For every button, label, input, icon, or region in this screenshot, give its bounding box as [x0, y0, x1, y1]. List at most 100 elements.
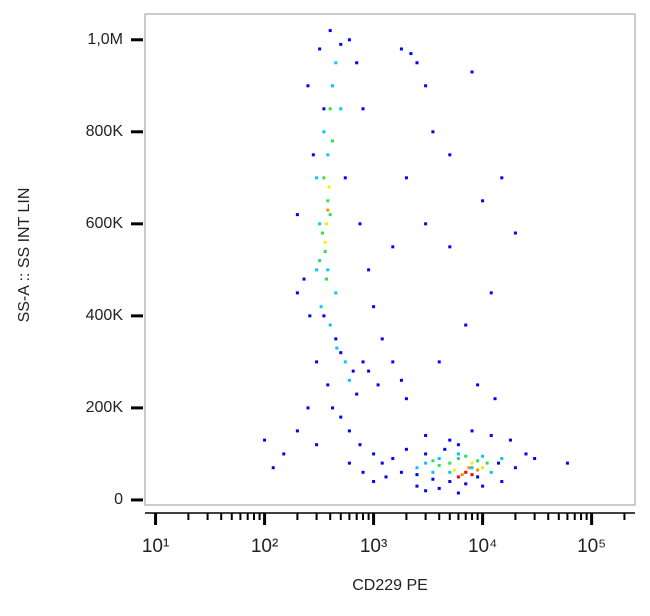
data-point: [460, 473, 464, 477]
data-point: [424, 84, 428, 88]
data-point: [306, 84, 310, 88]
data-point: [351, 369, 355, 373]
data-point: [355, 61, 359, 65]
y-tick-label: 200K: [86, 399, 124, 416]
data-point: [489, 470, 493, 474]
data-point: [448, 480, 452, 484]
data-point: [464, 454, 468, 458]
data-point: [456, 457, 460, 461]
data-point: [335, 346, 339, 350]
data-point: [347, 461, 351, 465]
data-point: [367, 369, 371, 373]
data-point: [424, 222, 428, 226]
data-point: [513, 466, 517, 470]
data-point: [476, 468, 480, 472]
plot-frame: [144, 13, 636, 506]
data-point: [302, 277, 306, 281]
data-point: [508, 438, 512, 442]
data-point: [361, 470, 365, 474]
x-tick-label: 10²: [251, 536, 278, 557]
data-point: [339, 42, 343, 46]
data-point: [431, 459, 435, 463]
data-point: [443, 447, 447, 451]
data-point: [437, 360, 441, 364]
data-point: [391, 245, 395, 249]
data-point: [456, 475, 460, 479]
data-point: [533, 457, 537, 461]
data-point: [431, 470, 435, 474]
data-point: [315, 268, 319, 272]
data-point: [404, 176, 408, 180]
data-point: [481, 199, 485, 203]
data-point: [424, 489, 428, 493]
data-point: [325, 277, 329, 281]
data-point: [404, 397, 408, 401]
data-point: [437, 457, 441, 461]
data-point: [263, 438, 267, 442]
data-point: [315, 443, 319, 447]
data-point: [470, 429, 474, 433]
data-point: [500, 480, 504, 484]
data-point: [476, 475, 480, 479]
data-point: [334, 291, 338, 295]
data-point: [339, 415, 343, 419]
y-tick-label: 0: [114, 491, 123, 508]
data-point: [325, 222, 329, 226]
y-axis-title: SS-A :: SS INT LIN: [16, 188, 33, 323]
data-point: [358, 222, 362, 226]
data-point: [481, 484, 485, 488]
data-point: [326, 383, 330, 387]
data-point: [415, 484, 419, 488]
y-tick-label: 600K: [86, 215, 124, 232]
data-point: [334, 337, 338, 341]
data-point: [318, 47, 322, 51]
data-point: [437, 463, 441, 467]
data-point: [347, 378, 351, 382]
data-point: [424, 452, 428, 456]
data-point: [295, 213, 299, 217]
data-point: [328, 323, 332, 327]
data-point: [339, 107, 343, 111]
data-point: [343, 360, 347, 364]
data-point: [415, 466, 419, 470]
data-point: [448, 470, 452, 474]
x-tick-label: 10⁴: [468, 536, 497, 557]
data-point: [361, 107, 365, 111]
data-point: [565, 461, 569, 465]
x-axis-title: CD229 PE: [352, 577, 428, 594]
data-point: [367, 268, 371, 272]
data-point: [311, 153, 315, 157]
x-tick-label: 10⁵: [577, 536, 606, 557]
data-point: [322, 107, 326, 111]
data-point: [497, 461, 501, 465]
data-point: [467, 466, 471, 470]
data-point: [328, 29, 332, 33]
data-point: [481, 466, 485, 470]
data-point: [448, 461, 452, 465]
data-point: [493, 397, 497, 401]
data-point: [347, 429, 351, 433]
data-point: [282, 452, 286, 456]
data-point: [456, 452, 460, 456]
data-point: [328, 213, 332, 217]
data-point: [476, 383, 480, 387]
data-point: [295, 291, 299, 295]
data-point: [424, 461, 428, 465]
x-tick-label: 10¹: [142, 536, 169, 557]
data-point: [437, 486, 441, 490]
data-point: [319, 305, 323, 309]
data-point: [399, 47, 403, 51]
data-point: [355, 392, 359, 396]
data-point: [470, 473, 474, 477]
data-point: [321, 231, 325, 235]
data-point: [347, 38, 351, 42]
y-tick-label: 400K: [86, 307, 124, 324]
data-point: [326, 153, 330, 157]
data-point: [456, 443, 460, 447]
data-point: [399, 378, 403, 382]
data-point: [328, 107, 332, 111]
data-point: [404, 447, 408, 451]
data-point: [409, 52, 413, 56]
data-point: [489, 291, 493, 295]
data-point: [322, 130, 326, 134]
